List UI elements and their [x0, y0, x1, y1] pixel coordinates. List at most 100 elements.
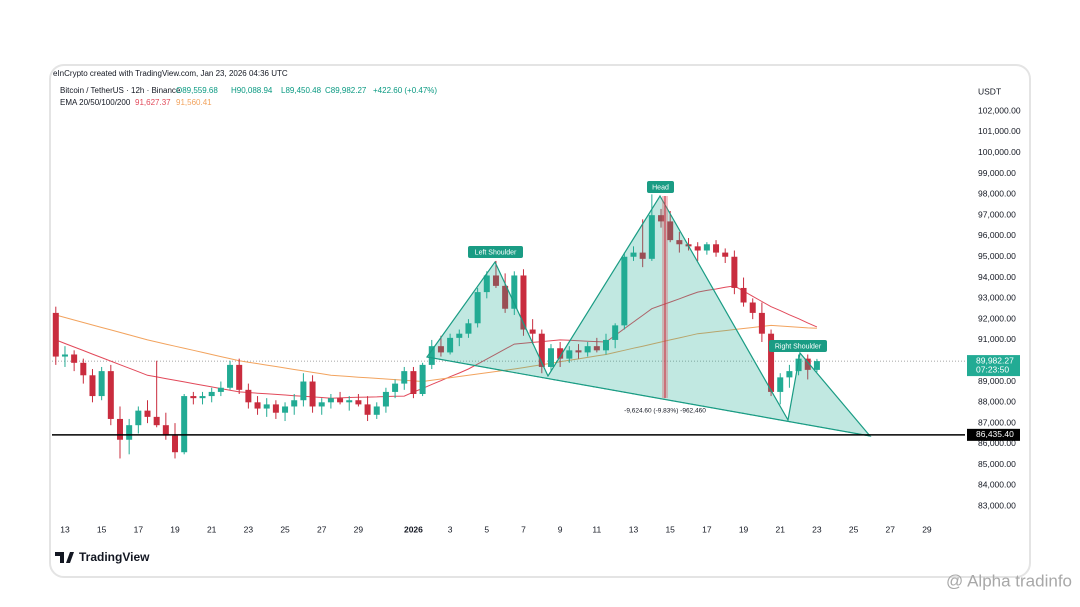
- candle-body: [254, 402, 261, 409]
- header: eInCrypto created with TradingView.com, …: [53, 69, 288, 78]
- right-shoulder-label: Right Shoulder: [775, 343, 822, 350]
- legend-high: H90,088.94: [231, 86, 273, 95]
- candle-body: [263, 404, 270, 409]
- label-box: [769, 340, 827, 352]
- x-tick-label: 27: [317, 524, 327, 534]
- candle-body: [208, 391, 215, 397]
- ema-legend-value: 91,560.41: [176, 98, 212, 107]
- y-tick-label: 84,000.00: [978, 480, 1016, 490]
- candle-body: [382, 391, 389, 407]
- candle-body: [575, 350, 582, 353]
- candle-body: [172, 435, 179, 453]
- candle-body: [667, 221, 674, 241]
- y-tick-label: 89,000.00: [978, 376, 1016, 386]
- y-unit: USDT: [978, 86, 1001, 96]
- brand-logo: TradingView: [55, 550, 150, 564]
- candle-body: [437, 346, 444, 353]
- x-tick-label: 13: [60, 524, 70, 534]
- candle-body: [639, 252, 646, 259]
- y-tick-label: 88,000.00: [978, 397, 1016, 407]
- candle-body: [566, 350, 573, 359]
- candle-body: [593, 346, 600, 351]
- ema-line: [55, 314, 817, 383]
- candle-body: [502, 285, 509, 309]
- candle-body: [162, 425, 169, 436]
- ema-legend: EMA 20/50/100/200: [60, 98, 131, 107]
- candle-body: [520, 275, 527, 330]
- label-box: [468, 246, 523, 258]
- candle-body: [217, 387, 224, 392]
- x-tick-label: 11: [592, 524, 601, 534]
- candle-body: [694, 246, 701, 251]
- candle-body: [364, 404, 371, 415]
- y-tick-label: 97,000.00: [978, 209, 1016, 219]
- y-tick-label: 96,000.00: [978, 230, 1016, 240]
- candle-body: [61, 354, 68, 357]
- head-shoulders-shape: [425, 194, 872, 437]
- x-tick-label: 19: [739, 524, 749, 534]
- candle-body: [474, 292, 481, 324]
- y-tick-label: 85,000.00: [978, 459, 1016, 469]
- candle-body: [300, 381, 307, 401]
- x-tick-label: 29: [354, 524, 364, 534]
- legend-close: C89,982.27: [325, 86, 367, 95]
- candle-body: [190, 396, 197, 399]
- candle-body: [492, 275, 499, 286]
- candle-body: [795, 358, 802, 372]
- candle-body: [511, 275, 518, 309]
- x-tick-label: 17: [134, 524, 144, 534]
- candle-body: [144, 410, 151, 417]
- candle-body: [401, 371, 408, 384]
- candle-body: [107, 371, 114, 419]
- candle-body: [71, 354, 78, 363]
- candle-body: [703, 244, 710, 251]
- y-tick-label: 99,000.00: [978, 168, 1016, 178]
- candle-body: [419, 364, 426, 394]
- candle-body: [309, 381, 316, 407]
- candle-body: [749, 302, 756, 313]
- candle-body: [346, 400, 353, 403]
- y-tick-label: 87,000.00: [978, 417, 1016, 427]
- candle-body: [731, 256, 738, 288]
- candle-body: [465, 323, 472, 334]
- candle-body: [291, 400, 298, 407]
- x-tick-label: 23: [812, 524, 822, 534]
- candle-body: [758, 312, 765, 334]
- x-tick-label: 25: [280, 524, 290, 534]
- candle-body: [603, 339, 609, 351]
- ema-legend-value: 91,627.37: [135, 98, 171, 107]
- y-tick-label: 91,000.00: [978, 334, 1016, 344]
- countdown-label: 07:23:50: [976, 364, 1009, 374]
- x-tick-label: 5: [484, 524, 489, 534]
- candle-body: [181, 396, 188, 453]
- candle-body: [547, 348, 554, 367]
- candle-body: [227, 364, 234, 388]
- legend-change: +422.60 (+0.47%): [373, 86, 437, 95]
- candle-body: [135, 410, 142, 426]
- x-tick-label: 25: [849, 524, 859, 534]
- last-price-box: [967, 355, 1020, 377]
- ema-line: [55, 285, 818, 399]
- y-tick-label: 100,000.00: [978, 147, 1021, 157]
- head-label: Head: [652, 184, 669, 191]
- pattern: -9,624.60 (-9.83%) -962,460 Left Shoulde…: [425, 181, 872, 437]
- left-shoulder-label: Left Shoulder: [475, 249, 517, 256]
- candle-body: [236, 364, 243, 390]
- candle-body: [786, 371, 793, 378]
- candle-body: [373, 406, 380, 415]
- legend-symbol: Bitcoin / TetherUS · 12h · Binance: [60, 86, 181, 95]
- x-tick-label: 2026: [404, 524, 423, 534]
- candle-body: [327, 398, 334, 403]
- candle-body: [245, 389, 252, 403]
- candle-body: [447, 337, 454, 353]
- candle-body: [116, 418, 123, 440]
- candle-body: [355, 400, 362, 405]
- x-tick-label: 27: [886, 524, 896, 534]
- y-tick-label: 98,000.00: [978, 189, 1016, 199]
- logo-mark: [55, 552, 74, 563]
- y-tick-label: 86,000.00: [978, 438, 1016, 448]
- candle-body: [813, 361, 820, 370]
- label-box: [647, 181, 674, 193]
- candle-body: [153, 416, 160, 426]
